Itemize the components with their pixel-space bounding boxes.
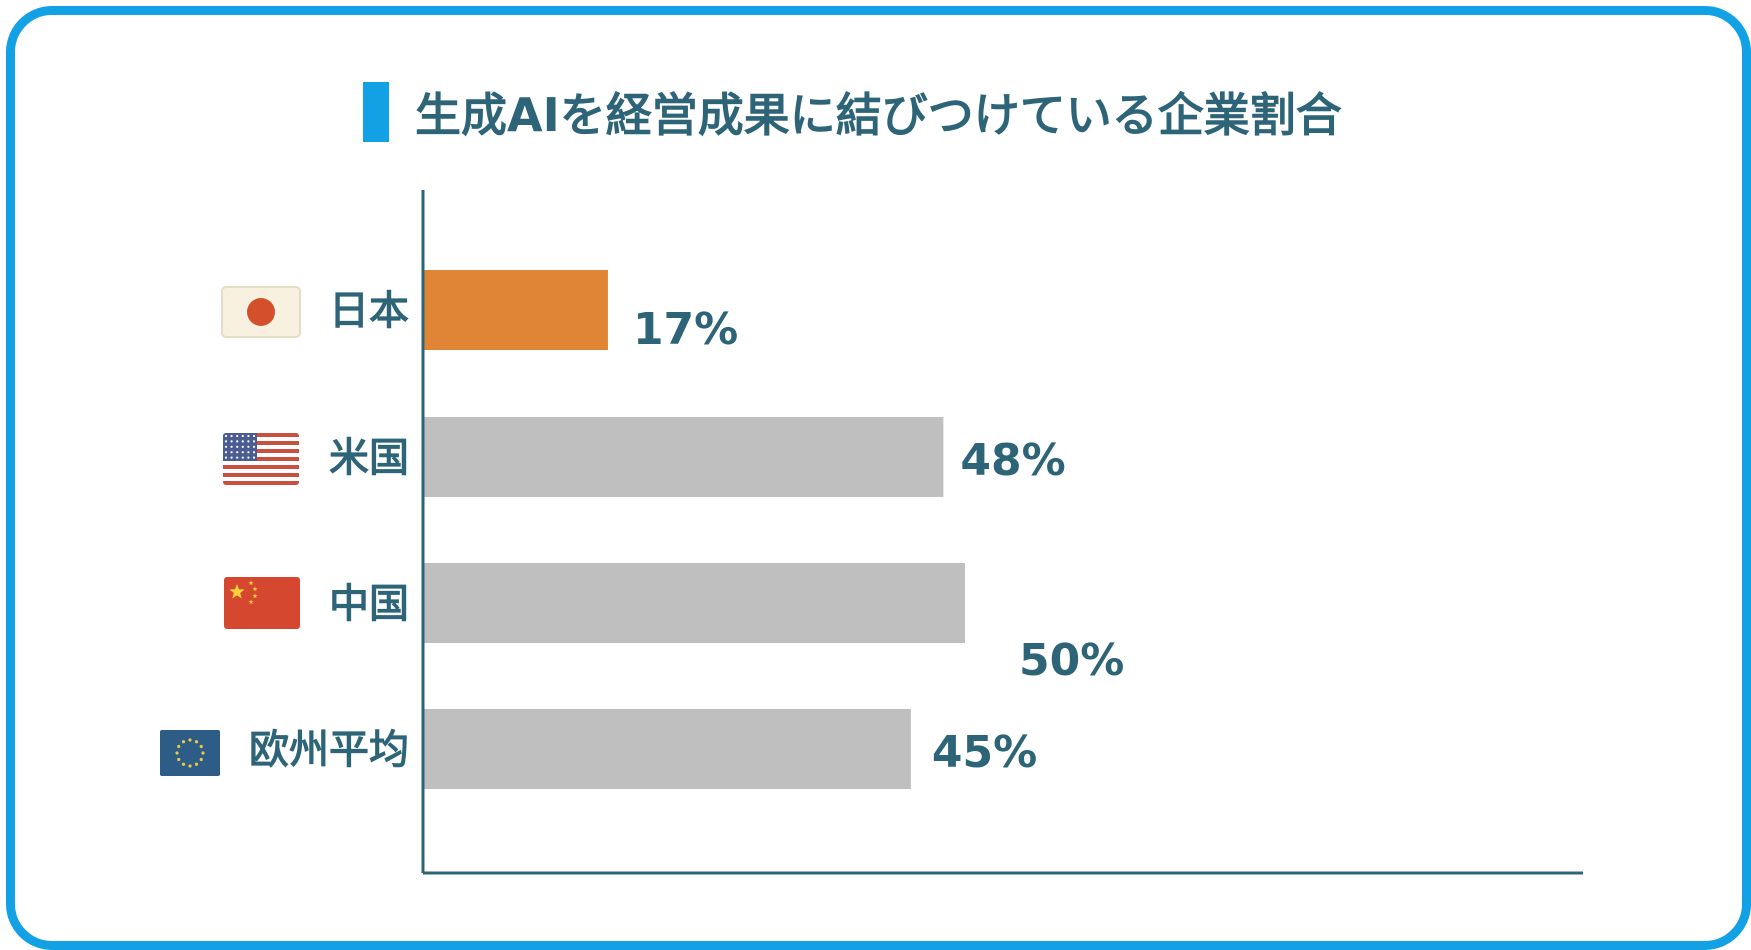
chart-title: 生成AIを経営成果に結びつけている企業割合 <box>415 88 1342 142</box>
category-label-1: 米国 <box>329 435 409 481</box>
chart-title-group: 生成AIを経営成果に結びつけている企業割合 <box>363 82 1342 142</box>
usa-flag-icon <box>223 433 299 485</box>
bar-0 <box>424 270 608 350</box>
category-label-3: 欧州平均 <box>249 727 409 773</box>
category-label-2: 中国 <box>329 581 409 627</box>
category-label-0: 日本 <box>329 288 409 334</box>
eu-flag-icon <box>160 730 220 776</box>
title-accent-bar <box>363 82 389 142</box>
japan-flag-icon <box>221 286 301 338</box>
value-label-3: 45% <box>932 727 1037 778</box>
china-flag-icon <box>224 577 300 629</box>
bar-2 <box>424 563 965 643</box>
value-label-0: 17% <box>633 304 738 355</box>
bar-3 <box>424 709 911 789</box>
value-label-2: 50% <box>1019 635 1124 686</box>
bar-1 <box>424 417 944 497</box>
value-label-1: 48% <box>960 435 1065 486</box>
